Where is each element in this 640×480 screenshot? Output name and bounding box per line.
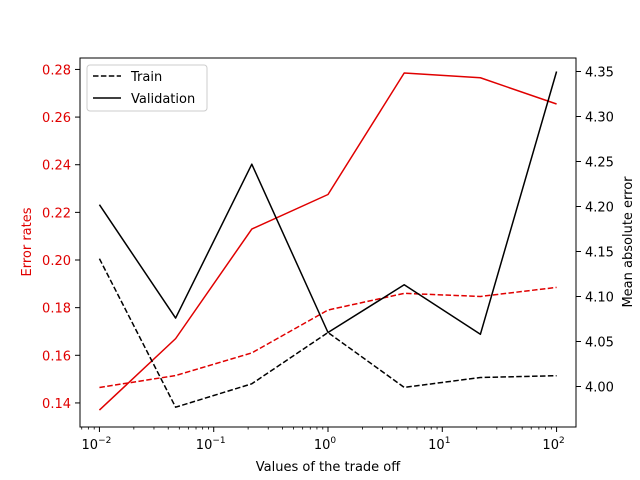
left-tick-label: 0.28 (42, 63, 71, 78)
left-tick-label: 0.24 (42, 159, 71, 174)
legend-label: Train (130, 70, 162, 85)
right-tick-label: 4.15 (585, 246, 614, 261)
legend-label: Validation (131, 92, 195, 107)
series-line-right-dashed (98, 258, 557, 408)
right-axis-label: Mean absolute error (621, 176, 636, 308)
right-tick-label: 4.10 (585, 291, 614, 306)
left-tick-label: 0.22 (42, 206, 71, 221)
series-line-left-dashed (99, 286, 557, 389)
legend: Train Validation (86, 64, 208, 112)
right-tick-label: 4.00 (585, 381, 614, 396)
axes-layer: 10−2 10−1 100 101 102 0.14 0.16 0.18 0.20 0.22 0.2… (42, 57, 614, 453)
series-line-left-solid (98, 72, 557, 411)
left-tick-label: 0.16 (42, 349, 71, 364)
x-tick-label: 101 (428, 436, 450, 453)
series-line-right-solid (98, 71, 558, 336)
x-tick-label: 100 (314, 436, 337, 453)
x-axis-label: Values of the trade off (256, 460, 401, 475)
left-axis-label: Error rates (20, 207, 35, 276)
left-tick-label: 0.14 (42, 397, 71, 412)
plot-frame (79, 57, 577, 428)
series-layer (98, 71, 558, 411)
right-tick-label: 4.05 (585, 336, 614, 351)
left-tick-label: 0.20 (42, 254, 71, 269)
x-tick-label: 102 (542, 436, 564, 453)
x-tick-label: 10−1 (196, 436, 226, 453)
right-tick-label: 4.35 (585, 66, 614, 81)
x-tick-label: 10−2 (82, 436, 112, 453)
right-tick-label: 4.25 (585, 156, 614, 171)
left-tick-label: 0.18 (42, 302, 71, 317)
right-tick-label: 4.30 (585, 111, 614, 126)
left-tick-label: 0.26 (42, 111, 71, 126)
right-tick-label: 4.20 (585, 201, 614, 216)
